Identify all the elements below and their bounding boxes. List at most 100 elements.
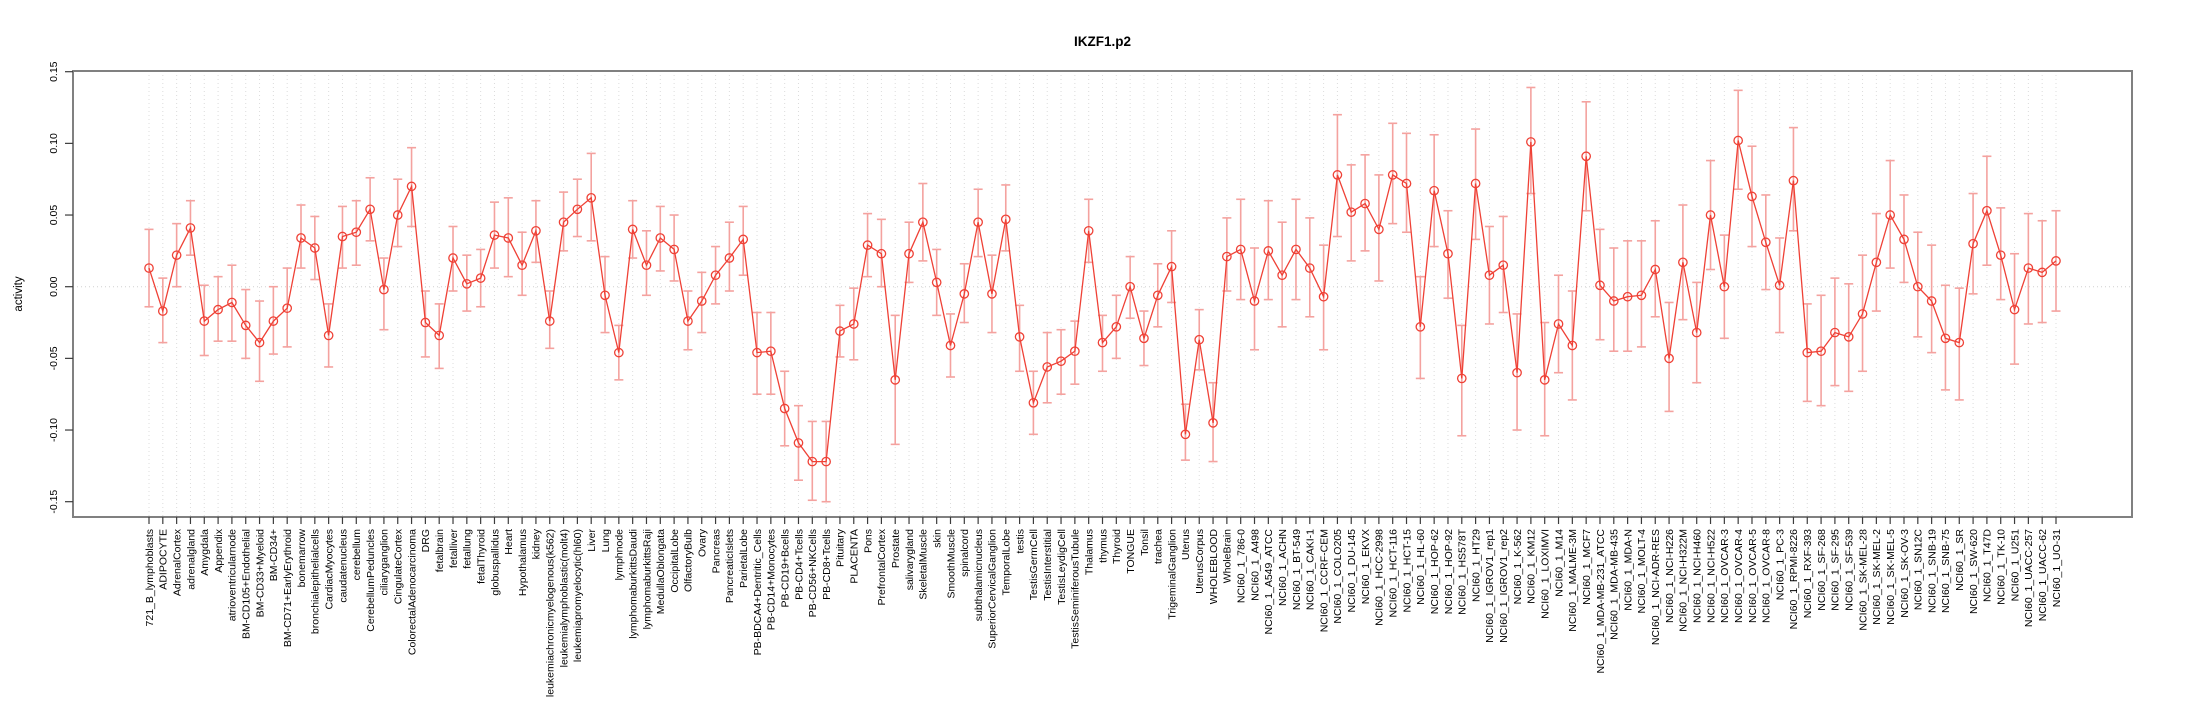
data-point bbox=[323, 330, 334, 341]
data-point bbox=[199, 316, 210, 326]
data-point bbox=[1401, 178, 1412, 189]
data-point bbox=[351, 227, 362, 238]
y-tick-label: -0.10 bbox=[48, 418, 60, 442]
x-tick-label: TestisInterstitial bbox=[1042, 529, 1054, 601]
data-point bbox=[1429, 185, 1440, 196]
error-bar bbox=[351, 199, 361, 267]
data-point bbox=[254, 337, 265, 348]
x-tick-label: leukemiapromyelocytic(hl60) bbox=[572, 529, 584, 662]
x-tick-label: NCI60_1_K-562 bbox=[1512, 529, 1524, 604]
data-point bbox=[461, 278, 472, 289]
x-tick-label: NCI60_1_OVCAR-4 bbox=[1733, 529, 1745, 623]
data-point bbox=[268, 316, 279, 326]
error-bar bbox=[255, 300, 265, 383]
x-tick-label: TestisGermCell bbox=[1028, 529, 1040, 600]
x-tick-label: adrenalgland bbox=[185, 529, 197, 590]
x-tick-label: lymphnode bbox=[614, 529, 626, 581]
x-tick-label: NCI60_1_HOP-62 bbox=[1429, 529, 1441, 614]
data-point bbox=[1664, 353, 1674, 364]
x-tick-label: BM-CD34+ bbox=[268, 529, 280, 581]
x-tick-label: spinalcord bbox=[959, 529, 971, 577]
data-point bbox=[793, 438, 804, 448]
data-point bbox=[1871, 257, 1882, 268]
x-tick-label: NCI60_1_M14 bbox=[1553, 529, 1565, 597]
error-bar bbox=[1056, 328, 1066, 395]
data-point bbox=[1332, 170, 1343, 180]
x-tick-label: NCI60_1_RXF-393 bbox=[1802, 529, 1814, 618]
data-point bbox=[1374, 224, 1384, 235]
error-bar bbox=[572, 178, 582, 238]
data-point bbox=[1885, 210, 1896, 220]
x-tick-label: NCI60_1_UO-31 bbox=[2051, 529, 2063, 607]
data-point bbox=[876, 248, 887, 259]
x-tick-label: ADIPOCYTE bbox=[158, 529, 170, 590]
data-point bbox=[655, 233, 666, 243]
data-point bbox=[710, 270, 721, 281]
data-point bbox=[696, 296, 707, 306]
data-point bbox=[1733, 135, 1744, 146]
x-tick-label: bonemarrow bbox=[296, 529, 308, 588]
x-tick-label: Ovary bbox=[697, 528, 709, 557]
data-point bbox=[213, 304, 223, 315]
error-bar bbox=[1526, 86, 1536, 195]
data-point bbox=[1526, 137, 1536, 147]
data-point bbox=[1691, 327, 1702, 338]
data-point bbox=[973, 217, 983, 228]
data-point bbox=[1360, 198, 1370, 209]
data-point bbox=[1014, 332, 1025, 342]
x-tick-label: NCI60_1_T47D bbox=[1982, 529, 1994, 602]
x-tick-label: PB-CD19+Bcells bbox=[780, 529, 792, 608]
data-point bbox=[1056, 356, 1066, 367]
data-point bbox=[1608, 296, 1619, 306]
x-tick-label: NCI60_1_HCC-2998 bbox=[1374, 529, 1386, 626]
data-point bbox=[1512, 367, 1522, 378]
error-bar bbox=[503, 197, 513, 278]
x-tick-label: Lung bbox=[600, 529, 612, 553]
data-point bbox=[1940, 333, 1951, 344]
x-tick-label: WHOLEBLOOD bbox=[1208, 529, 1220, 605]
data-point bbox=[862, 240, 873, 250]
data-point bbox=[337, 231, 348, 242]
x-tick-label: cerebellum bbox=[351, 529, 363, 581]
data-point bbox=[1318, 291, 1329, 302]
x-tick-label: fetalliver bbox=[448, 529, 460, 569]
x-tick-label: WholeBrain bbox=[1222, 529, 1234, 583]
error-bar bbox=[1788, 126, 1798, 232]
data-point bbox=[1553, 319, 1564, 329]
x-tick-label: NCI60_1_MOLT-4 bbox=[1636, 529, 1648, 614]
x-tick-label: TemporalLobe bbox=[1001, 529, 1013, 596]
plot-gridlines bbox=[148, 71, 2057, 517]
x-tick-label: NCI60_1_MDA-N bbox=[1622, 529, 1634, 611]
error-bar bbox=[697, 271, 707, 334]
y-tick-label: 0.05 bbox=[48, 205, 60, 226]
data-point bbox=[157, 306, 168, 316]
error-bar bbox=[296, 204, 306, 269]
x-tick-label: NCI60_1_KM12 bbox=[1526, 529, 1538, 604]
error-bar bbox=[1927, 244, 1937, 354]
data-point bbox=[1982, 205, 1992, 216]
data-point bbox=[1125, 281, 1135, 292]
data-point bbox=[517, 260, 527, 271]
x-tick-label: caudatenucleus bbox=[337, 529, 349, 603]
x-tick-label: AdrenalCortex bbox=[171, 528, 183, 596]
data-point bbox=[475, 273, 486, 283]
x-tick-label: PB-CD14+Monocytes bbox=[766, 529, 778, 630]
data-point bbox=[1235, 244, 1246, 255]
data-point bbox=[309, 243, 320, 253]
x-tick-label: NCI60_1_OVCAR-8 bbox=[1761, 529, 1773, 623]
x-tick-label: NCI60_1_HL-60 bbox=[1415, 529, 1427, 605]
data-point bbox=[1415, 321, 1426, 332]
data-point bbox=[448, 253, 458, 263]
data-point bbox=[185, 223, 196, 233]
x-axis: 721_B_lymphoblasts ADIPOCYTE AdrenalCortex… bbox=[144, 517, 2063, 697]
x-tick-label: TONGUE bbox=[1125, 529, 1137, 574]
x-tick-label: NCI60_1_ACHN bbox=[1277, 529, 1289, 606]
data-point bbox=[1747, 191, 1757, 202]
data-point bbox=[171, 250, 182, 261]
data-point bbox=[1899, 234, 1909, 245]
x-tick-label: OlfactoryBulb bbox=[683, 529, 695, 592]
error-bar bbox=[1457, 324, 1467, 437]
x-tick-label: NCI60_1_SK-OV-3 bbox=[1899, 529, 1911, 618]
error-bar bbox=[1415, 275, 1425, 380]
x-tick-label: NCI60_1_MDA-MB-231_ATCC bbox=[1595, 529, 1607, 674]
